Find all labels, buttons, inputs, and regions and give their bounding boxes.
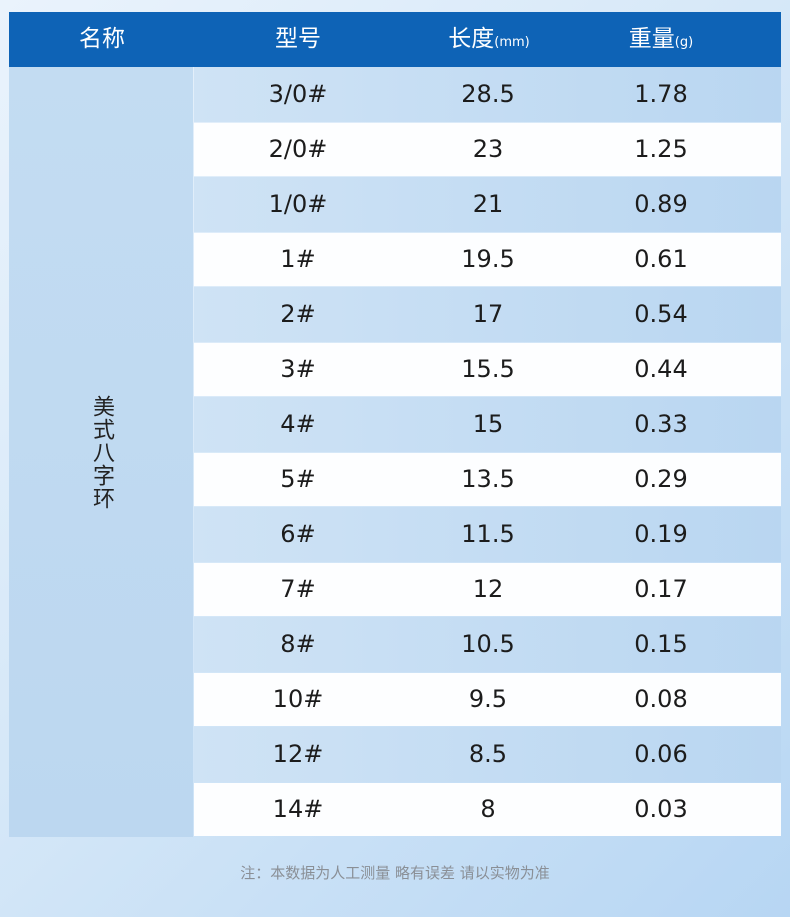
- product-name: 美式八字环: [89, 394, 114, 510]
- table-cell: 15: [472, 410, 504, 438]
- table-row: 2# 17 0.54: [194, 287, 781, 342]
- table-cell: 11.5: [461, 520, 515, 548]
- table-row: 3# 15.5 0.44: [194, 343, 781, 396]
- table-row: 3/0# 28.5 1.78: [194, 67, 781, 122]
- table-row: 12# 8.5 0.06: [194, 727, 781, 782]
- header-unit: (mm): [494, 35, 530, 50]
- table-cell: 0.44: [634, 355, 688, 383]
- table-cell: 5#: [280, 465, 316, 493]
- table-cell: 6#: [280, 520, 316, 548]
- table-cell: 10#: [272, 685, 324, 713]
- header-cell: 重量(g): [571, 12, 751, 67]
- table-row: 1/0# 21 0.89: [194, 177, 781, 232]
- table-cell: 28.5: [461, 80, 515, 108]
- table-cell: 2#: [280, 300, 316, 328]
- table-cell: 1.25: [634, 135, 688, 163]
- header-cell: 长度(mm): [399, 12, 579, 67]
- table-cell: 14#: [272, 795, 324, 823]
- table-cell: 0.03: [634, 795, 688, 823]
- footnote: 注：本数据为人工测量 略有误差 请以实物为准: [240, 864, 550, 882]
- table-cell: 0.54: [634, 300, 688, 328]
- table-cell: 8#: [280, 630, 316, 658]
- header-cell: 型号: [208, 12, 388, 67]
- table-row: 7# 12 0.17: [194, 563, 781, 616]
- table-row: 1# 19.5 0.61: [194, 233, 781, 286]
- table-cell: 12#: [272, 740, 324, 768]
- table-row: 10# 9.5 0.08: [194, 673, 781, 726]
- table-row: 2/0# 23 1.25: [194, 123, 781, 176]
- table-cell: 3#: [280, 355, 316, 383]
- table-cell: 0.06: [634, 740, 688, 768]
- table-cell: 12: [472, 575, 504, 603]
- table-cell: 17: [472, 300, 504, 328]
- name-cell: 美式八字环: [9, 67, 193, 837]
- table-cell: 0.19: [634, 520, 688, 548]
- table-cell: 8: [480, 795, 496, 823]
- table-cell: 3/0#: [268, 80, 328, 108]
- table-cell: 15.5: [461, 355, 515, 383]
- table-cell: 0.17: [634, 575, 688, 603]
- table-row: 4# 15 0.33: [194, 397, 781, 452]
- table-cell: 8.5: [468, 740, 508, 768]
- table-cell: 13.5: [461, 465, 515, 493]
- table-cell: 0.29: [634, 465, 688, 493]
- header-label: 重量: [628, 26, 675, 52]
- table-row: 14# 8 0.03: [194, 783, 781, 836]
- table-cell: 4#: [280, 410, 316, 438]
- table-cell: 1/0#: [268, 190, 328, 218]
- table-cell: 2/0#: [268, 135, 328, 163]
- table-cell: 0.15: [634, 630, 688, 658]
- table-cell: 0.61: [634, 245, 688, 273]
- table-row: 8# 10.5 0.15: [194, 617, 781, 672]
- table-cell: 23: [472, 135, 504, 163]
- table-cell: 1#: [280, 245, 316, 273]
- header-unit: (g): [674, 35, 694, 50]
- table-row: 6# 11.5 0.19: [194, 507, 781, 562]
- table-cell: 9.5: [468, 685, 508, 713]
- table-cell: 21: [472, 190, 504, 218]
- header-label: 名称: [79, 26, 125, 52]
- table-cell: 0.33: [634, 410, 688, 438]
- table-cell: 10.5: [461, 630, 515, 658]
- header-label: 型号: [275, 26, 321, 52]
- header-cell: 名称: [12, 12, 192, 67]
- table-cell: 7#: [280, 575, 316, 603]
- table-header: 名称 型号 长度(mm) 重量(g): [9, 12, 781, 67]
- table-row: 5# 13.5 0.29: [194, 453, 781, 506]
- header-label: 长度: [448, 26, 495, 52]
- table-cell: 19.5: [461, 245, 515, 273]
- table-cell: 1.78: [634, 80, 688, 108]
- table-cell: 0.08: [634, 685, 688, 713]
- table-cell: 0.89: [634, 190, 688, 218]
